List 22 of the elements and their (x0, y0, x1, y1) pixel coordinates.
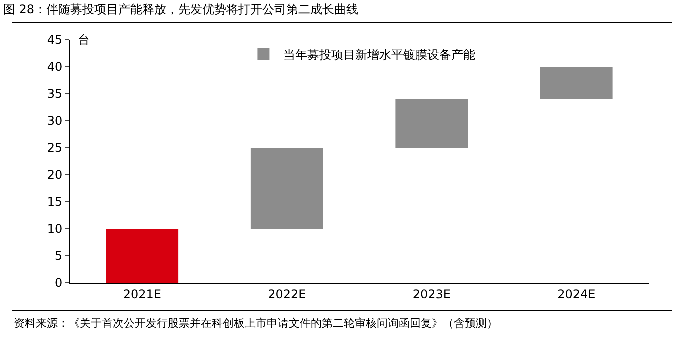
y-tick-label: 10 (47, 222, 63, 236)
y-tick-label: 45 (47, 33, 63, 48)
text: 资料来源：《关于首次公开发行股票并在科创板上市申请文件的第二轮审核问询函回复》（含预测） (14, 317, 498, 330)
y-tick-label: 0 (54, 276, 63, 290)
x-tick-label: 2022E (268, 287, 306, 302)
y-tick-label: 15 (47, 195, 63, 210)
legend-label: 当年募投项目新增水平镀膜设备产能 (284, 48, 476, 62)
bar (250, 148, 324, 229)
y-axis-title: 台 (78, 33, 90, 47)
x-tick-label: 2024E (558, 287, 596, 302)
bar (396, 99, 468, 148)
y-tick-label: 40 (47, 60, 63, 74)
y-tick-label: 30 (47, 114, 63, 128)
bar (106, 229, 179, 283)
y-tick-label: 35 (47, 87, 63, 102)
x-tick-label: 2023E (412, 287, 451, 302)
bar (540, 67, 613, 100)
y-tick-label: 20 (47, 168, 63, 182)
x-tick-label: 2021E (123, 287, 162, 302)
chart-title: 图 28：伴随募投项目产能释放，先发优势将打开公司第二成长曲线 (3, 2, 358, 17)
y-tick-label: 25 (47, 141, 63, 156)
y-tick-label: 5 (54, 249, 63, 264)
